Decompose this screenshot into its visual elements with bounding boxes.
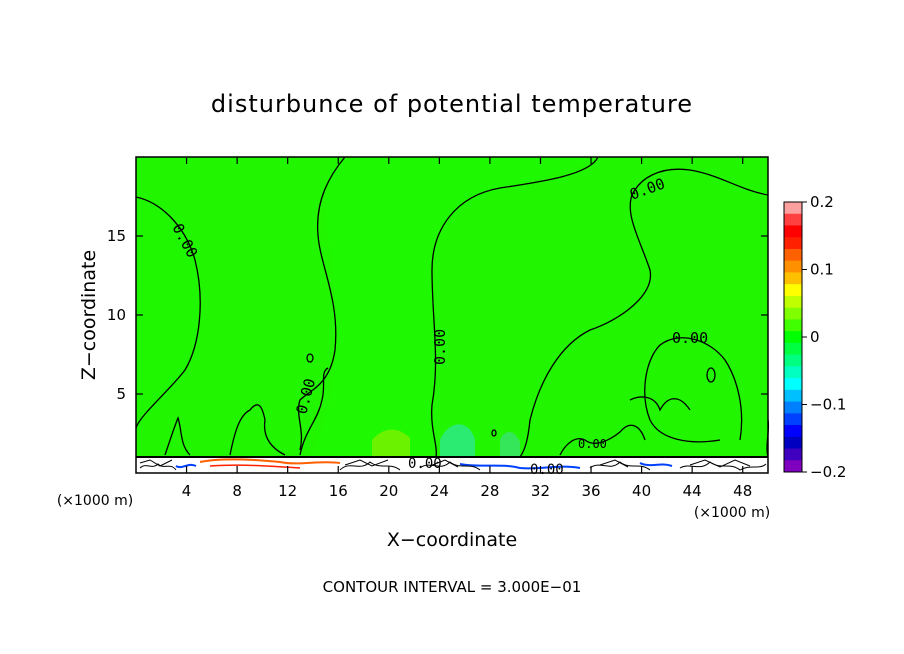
x-tick-label: 12 — [278, 482, 297, 500]
contour-left — [135, 196, 201, 429]
x-tick-label: 8 — [232, 482, 242, 500]
x-tick-label: 36 — [581, 482, 600, 500]
colorbar-tick-label: 0 — [810, 328, 820, 346]
contour-lines — [135, 156, 770, 458]
colorbar-swatch — [784, 225, 802, 238]
surface-black-noise-2 — [139, 459, 751, 468]
x-tick-label: 40 — [632, 482, 651, 500]
colorbar-tick-label: −0.1 — [810, 396, 846, 414]
colorbar-swatch — [784, 237, 802, 250]
contour-right-lower — [644, 337, 743, 443]
field-patch-yellowish — [372, 429, 410, 457]
contour-blob-1 — [706, 367, 716, 383]
x-tick-label: 24 — [430, 482, 449, 500]
contour-blob-2 — [306, 353, 314, 363]
x-axis-unit-left: (×1000 m) — [57, 493, 133, 509]
contour-wiggle-5 — [629, 396, 691, 412]
colorbar-swatch — [784, 389, 802, 403]
colorbar-swatch — [784, 260, 802, 273]
colorbar-swatch — [784, 331, 802, 344]
contour-wiggle-2 — [229, 404, 286, 456]
x-tick-label: 32 — [531, 482, 550, 500]
contour-label-group: 0.00 0.00 0.00 0.00 0.00 0.00 0.00 0.00 — [168, 174, 708, 478]
field-patch-cyanish — [440, 424, 475, 457]
colorbar-swatch — [784, 413, 802, 426]
colorbar-swatch — [784, 248, 802, 262]
surface-blue — [175, 462, 673, 470]
y-tick-label: 15 — [107, 227, 126, 245]
colorbar-tick-label: −0.2 — [810, 463, 846, 481]
colorbar-swatch — [784, 202, 802, 215]
contour-label: 0.00 — [672, 329, 708, 347]
colorbar: 0.2 0.1 0 −0.1 −0.2 — [783, 193, 846, 481]
contour-label: 0.00 — [530, 462, 564, 478]
colorbar-tick-label: 0.1 — [810, 261, 834, 279]
colorbar-swatch — [784, 342, 802, 356]
contour-mid — [431, 156, 599, 458]
colorbar-swatch — [784, 284, 802, 297]
contour-interval-note: CONTOUR INTERVAL = 3.000E−01 — [323, 578, 582, 596]
colorbar-swatch — [784, 448, 802, 461]
y-axis: 5 10 15 — [107, 227, 768, 403]
colorbar-swatch — [784, 213, 802, 226]
contour-label: 0.00 — [431, 329, 449, 365]
colorbar-swatch — [784, 401, 802, 414]
contour-label: 0.00 — [578, 437, 607, 451]
field-region-left — [136, 197, 201, 430]
colorbar-swatch — [784, 295, 802, 309]
x-tick-label: 44 — [683, 482, 702, 500]
y-axis-label: Z−coordinate — [78, 250, 100, 380]
contour-label: 0.00 — [408, 456, 442, 472]
colorbar-swatch — [784, 366, 802, 379]
surface-red — [209, 464, 301, 469]
x-axis-label: X−coordinate — [387, 529, 517, 551]
surface-orange — [199, 458, 341, 465]
y-tick-label: 5 — [116, 385, 126, 403]
x-tick-label: 28 — [480, 482, 499, 500]
field-region-mid — [310, 157, 598, 455]
colorbar-swatch — [784, 378, 802, 391]
surface-band-white — [136, 457, 768, 473]
contour-wiggle-4 — [559, 424, 646, 456]
y-tick-label: 10 — [107, 306, 126, 324]
contour-wiggle-left — [164, 416, 191, 456]
colorbar-swatch — [784, 425, 802, 438]
x-tick-label: 16 — [329, 482, 348, 500]
plot-area: 0.00 0.00 0.00 0.00 0.00 0.00 0.00 0.00 — [135, 156, 770, 478]
colorbar-swatch — [784, 354, 802, 367]
contour-blob-3 — [491, 429, 497, 437]
x-axis: 4 8 12 16 20 24 28 32 36 40 44 48 — [182, 157, 752, 500]
contour-wiggle-3 — [299, 367, 329, 456]
x-axis-unit-right: (×1000 m) — [694, 505, 770, 521]
chart-title: disturbunce of potential temperature — [211, 90, 693, 118]
colorbar-swatch — [784, 307, 802, 320]
contour-mid-left — [297, 156, 346, 451]
colorbar-tick-label: 0.2 — [810, 193, 834, 211]
colorbar-swatch — [784, 460, 802, 473]
x-tick-label: 20 — [379, 482, 398, 500]
contour-right-upper — [519, 168, 769, 458]
colorbar-swatch — [784, 319, 802, 332]
surface-black-noise — [139, 461, 767, 471]
surface-band — [136, 456, 768, 473]
colorbar-swatch — [784, 272, 802, 285]
x-tick-label: 48 — [733, 482, 752, 500]
colorbar-swatch — [784, 436, 802, 450]
field-patch-cyanish-2 — [500, 431, 520, 457]
x-tick-label: 4 — [182, 482, 192, 500]
